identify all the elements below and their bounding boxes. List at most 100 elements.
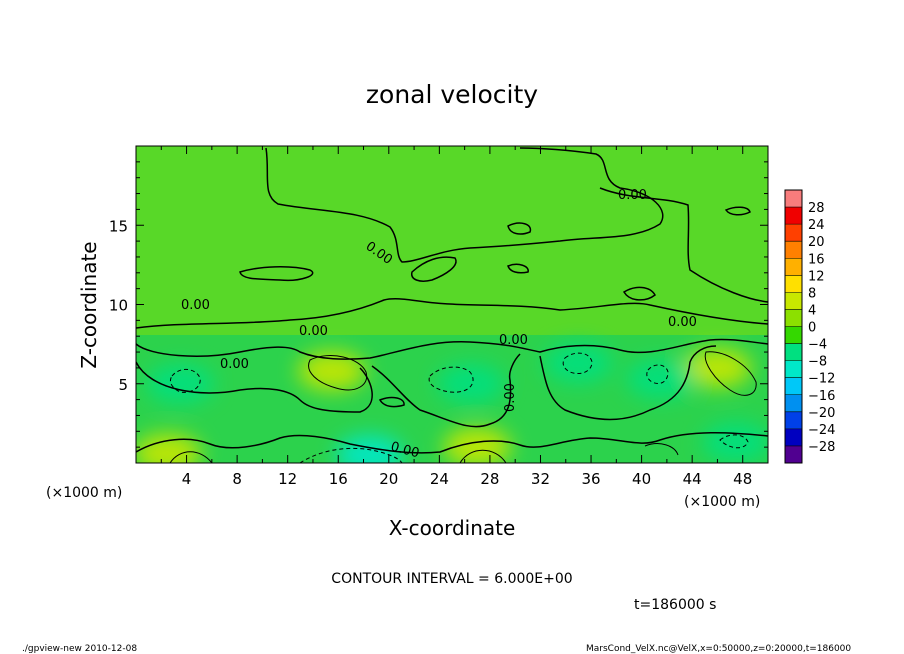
positive-contour-bottom-3: [644, 443, 679, 456]
contour-label: 0.00: [389, 439, 421, 461]
x-axis-label: X-coordinate: [389, 516, 516, 540]
x-axis: 4 8 12 16 20 24 28 32 36 40 44 48: [160, 146, 752, 488]
colorbar-label: 16: [808, 252, 825, 267]
y-axis: 5 10 15: [109, 161, 768, 448]
contour-label: 0.00: [503, 383, 518, 412]
zero-contour-island-2: [411, 256, 457, 282]
positive-contours: [169, 351, 757, 463]
negative-contour-3: [562, 352, 593, 375]
colorbar-swatch: [785, 241, 802, 259]
colorbar-label: 4: [808, 303, 816, 318]
colorbar-label: −12: [808, 372, 835, 387]
colorbar-label: −24: [808, 423, 835, 438]
colorbar-label: −20: [808, 406, 835, 421]
colorbar: 28 24 20 16 12 8 4 0 −4 −8 −12 −16 −20 −24 −28: [784, 189, 835, 464]
positive-contour-west: [308, 355, 368, 391]
negative-contour-1: [169, 369, 201, 393]
chart-title: zonal velocity: [366, 80, 538, 109]
x-tick-label: 44: [683, 470, 702, 488]
colorbar-swatch: [785, 360, 802, 378]
negative-contour-6: [719, 434, 749, 449]
positive-contour-east: [704, 351, 757, 396]
x-tick-label: 4: [182, 470, 192, 488]
field-maximum: [136, 433, 202, 463]
zero-contour-island-4: [507, 263, 529, 274]
y-axis-label: Z-coordinate: [77, 241, 101, 368]
colorbar-swatch: [785, 394, 802, 412]
colorbar-label: 20: [808, 235, 825, 250]
field-blobs: [136, 343, 768, 463]
zero-contour-island-6: [378, 396, 405, 408]
x-tick-label: 32: [531, 470, 550, 488]
colorbar-swatch: [785, 343, 802, 361]
contour-label: 0.00: [220, 357, 249, 372]
y-tick-label: 5: [118, 376, 128, 394]
zero-contour-left-lobe: [136, 361, 373, 413]
colorbar-swatch: [785, 190, 802, 208]
x-tick-label: 28: [480, 470, 499, 488]
contour-label: 0.00: [668, 315, 697, 330]
contour-interval-text: CONTOUR INTERVAL = 6.000E+00: [331, 571, 572, 587]
colorbar-swatch: [785, 258, 802, 276]
x-tick-label: 48: [733, 470, 752, 488]
x-tick-label: 36: [581, 470, 600, 488]
contour-label: 0.00: [618, 188, 647, 203]
field-minimum: [146, 363, 215, 404]
field-maximum: [297, 351, 366, 392]
zero-contour-upper-2: [599, 187, 768, 303]
time-label: t=186000 s: [634, 597, 716, 613]
x-unit-right: (×1000 m): [684, 494, 760, 510]
colorbar-label: 28: [808, 201, 825, 216]
zero-contour-east: [539, 345, 717, 421]
zero-contour-upper: [265, 147, 664, 263]
y-tick-label: 10: [109, 297, 128, 315]
colorbar-swatch: [785, 275, 802, 293]
zero-contour-bottom-left: [136, 431, 768, 454]
field-minimum: [626, 358, 695, 399]
colorbar-swatch: [785, 377, 802, 395]
field-minimum: [544, 343, 613, 384]
footer-right: MarsCond_VelX.nc@VelX,x=0:50000,z=0:2000…: [586, 644, 851, 654]
zero-contour-mid: [136, 298, 768, 329]
x-tick-label: 20: [379, 470, 398, 488]
negative-contour-4: [646, 364, 669, 385]
x-tick-label: 16: [329, 470, 348, 488]
colorbar-label: −8: [808, 355, 827, 370]
y-tick-label: 15: [109, 217, 128, 235]
field-maximum: [443, 427, 512, 463]
x-tick-label: 40: [632, 470, 651, 488]
x-tick-label: 24: [430, 470, 449, 488]
x-unit-left: (×1000 m): [46, 485, 122, 501]
colorbar-swatch: [785, 309, 802, 327]
positive-contour-bottom-2: [459, 449, 507, 463]
colorbar-label: −16: [808, 389, 835, 404]
negative-contour-2: [428, 366, 474, 393]
field-minimum: [335, 435, 404, 463]
colorbar-label: 12: [808, 269, 825, 284]
colorbar-swatch: [785, 445, 802, 463]
footer-left: ./gpview-new 2010-12-08: [22, 644, 137, 654]
contour-label: 0.00: [499, 333, 528, 348]
colorbar-swatch: [785, 428, 802, 446]
colorbar-label: 24: [808, 218, 825, 233]
zero-contour-island-3: [507, 222, 532, 235]
zero-contour-island-5: [724, 206, 751, 216]
x-tick-label: 8: [232, 470, 242, 488]
colorbar-label: 8: [808, 286, 816, 301]
zero-contours: [136, 147, 768, 454]
zero-contour-lower: [136, 338, 768, 360]
plot-area: 0.00 0.00 0.00 0.00 0.00 0.00 0.00 0.00 …: [136, 146, 768, 463]
contour-label: 0.00: [299, 324, 328, 339]
colorbar-label: −4: [808, 338, 827, 353]
colorbar-swatch: [785, 207, 802, 225]
colorbar-label: −28: [808, 440, 835, 455]
field-minimum: [436, 363, 505, 404]
colorbar-swatch: [785, 292, 802, 310]
contour-label: 0.00: [181, 298, 210, 313]
field-minimum: [702, 422, 768, 463]
field-maximum: [683, 347, 752, 388]
zero-contour-central: [371, 353, 521, 428]
positive-contour-bottom: [169, 451, 213, 463]
colorbar-swatch: [785, 224, 802, 242]
